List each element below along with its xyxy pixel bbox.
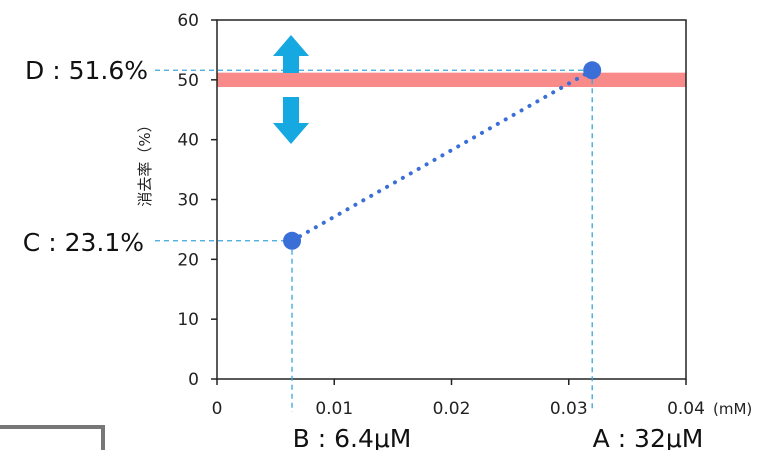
y-tick-label: 30 [177, 191, 199, 211]
x-tick-label: 0.01 [315, 399, 353, 419]
y-tick-label: 20 [177, 250, 199, 270]
double-arrow-icon [273, 35, 309, 144]
x-axis-unit: (mM) [713, 400, 752, 418]
y-tick-label: 0 [188, 370, 199, 390]
x-tick-label: 0.03 [550, 399, 588, 419]
target-band [217, 72, 686, 88]
x-tick-label: 0.04 [667, 399, 705, 419]
data-point [283, 231, 302, 250]
y-tick-label: 40 [177, 131, 199, 151]
y-tick-label: 50 [177, 71, 199, 91]
annotation-c: C : 23.1% [23, 228, 144, 257]
gray-bracket-decoration [0, 425, 105, 450]
data-point [583, 61, 602, 80]
x-tick-label: 0 [212, 399, 223, 419]
y-tick-label: 10 [177, 310, 199, 330]
y-axis-label: 消去率（%） [136, 117, 154, 206]
x-tick-label: 0.02 [433, 399, 471, 419]
y-tick-label: 60 [177, 11, 199, 31]
annotation-d: D : 51.6% [25, 56, 148, 85]
annotation-a: A : 32μM [593, 424, 704, 450]
annotation-b: B : 6.4μM [293, 424, 412, 450]
series-line [290, 68, 595, 243]
